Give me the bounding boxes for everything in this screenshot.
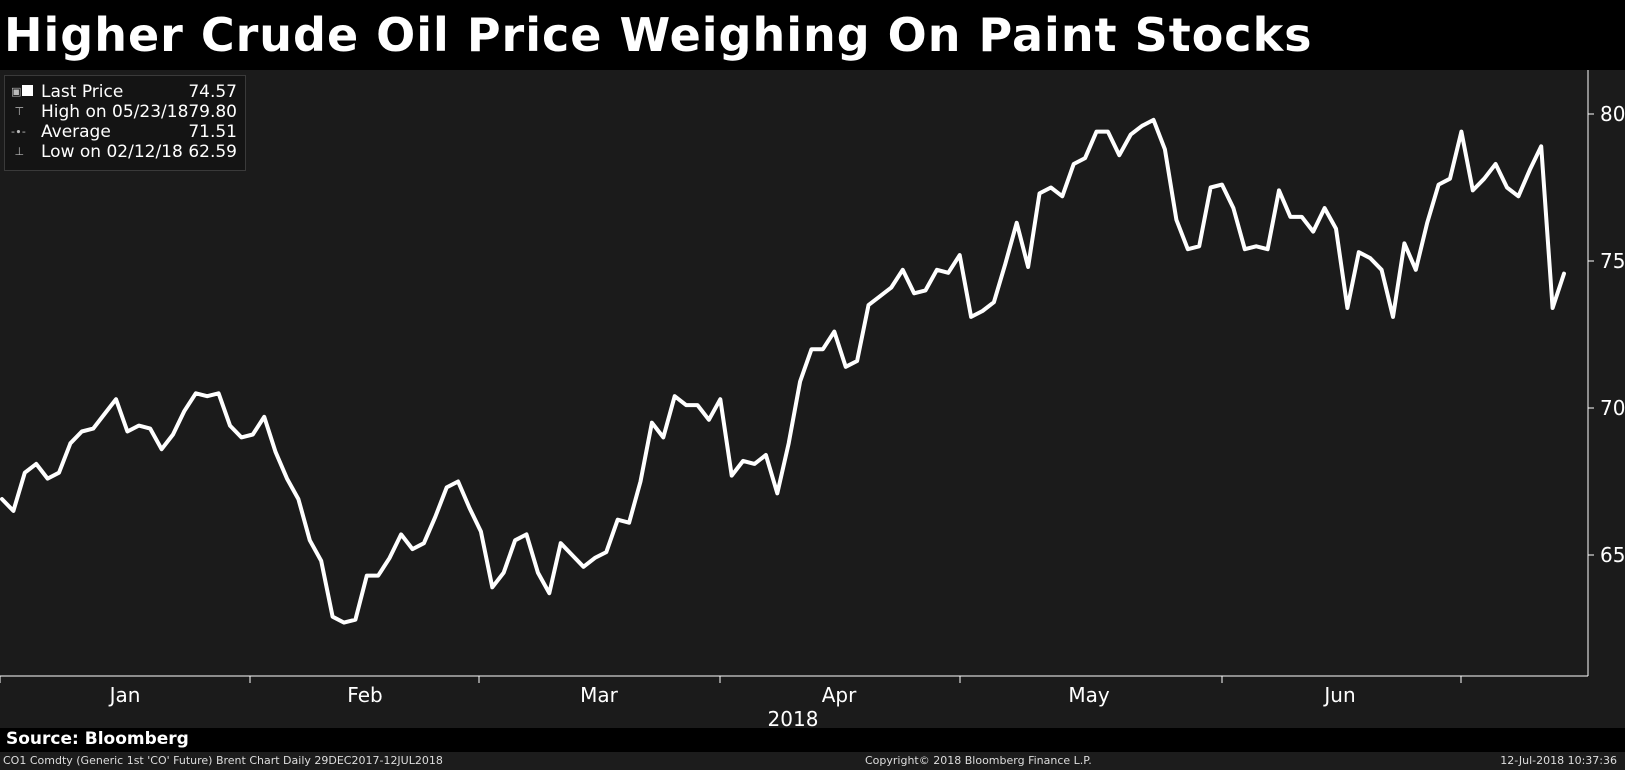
plot-background xyxy=(0,70,1625,728)
y-tick-label: 75 xyxy=(1600,249,1625,273)
legend-label: High on 05/23/18 xyxy=(41,102,189,122)
average-marker-icon: -∙- xyxy=(11,125,26,138)
high-marker-icon: ⊤ xyxy=(11,105,25,118)
y-tick-label: 70 xyxy=(1600,396,1625,420)
last-price-marker-icon: ▣ xyxy=(11,82,39,102)
legend-item-high: ⊤ High on 05/23/18 79.80 xyxy=(11,102,237,122)
x-tick-label: Jun xyxy=(1322,683,1355,707)
legend-value: 62.59 xyxy=(188,142,237,162)
chart-title: Higher Crude Oil Price Weighing On Paint… xyxy=(4,8,1313,62)
legend-label: Low on 02/12/18 xyxy=(41,142,183,162)
series-line-last-price xyxy=(0,117,1566,625)
footer-timestamp: 12-Jul-2018 10:37:36 xyxy=(1500,754,1617,767)
y-tick-label: 80 xyxy=(1600,102,1625,126)
x-tick-label: Jan xyxy=(108,683,141,707)
legend-item-low: ⊥ Low on 02/12/18 62.59 xyxy=(11,142,237,162)
footer-bar: CO1 Comdty (Generic 1st 'CO' Future) Bre… xyxy=(0,752,1625,770)
x-tick-label: Mar xyxy=(580,683,619,707)
y-tick-label: 65 xyxy=(1600,543,1625,567)
price-chart: 65 70 75 80 Jan Feb Mar Apr May Jun 2018 xyxy=(0,70,1625,728)
legend-value: 71.51 xyxy=(188,122,237,142)
low-marker-icon: ⊥ xyxy=(11,145,25,158)
footer-copyright: Copyright© 2018 Bloomberg Finance L.P. xyxy=(865,754,1092,767)
x-tick-label: Feb xyxy=(347,683,382,707)
legend-item-average: -∙- Average 71.51 xyxy=(11,122,237,142)
legend-item-last-price: ▣ Last Price 74.57 xyxy=(11,82,237,102)
footer-ticker-info: CO1 Comdty (Generic 1st 'CO' Future) Bre… xyxy=(3,754,443,767)
legend-label: Average xyxy=(41,122,111,142)
source-note: Source: Bloomberg xyxy=(6,729,189,749)
legend-label: Last Price xyxy=(41,82,124,102)
x-tick-label: Apr xyxy=(822,683,857,707)
legend-box: ▣ Last Price 74.57 ⊤ High on 05/23/18 79… xyxy=(4,75,246,171)
legend-value: 74.57 xyxy=(188,82,237,102)
x-year-label: 2018 xyxy=(768,707,819,728)
x-tick-label: May xyxy=(1068,683,1110,707)
legend-value: 79.80 xyxy=(188,102,237,122)
